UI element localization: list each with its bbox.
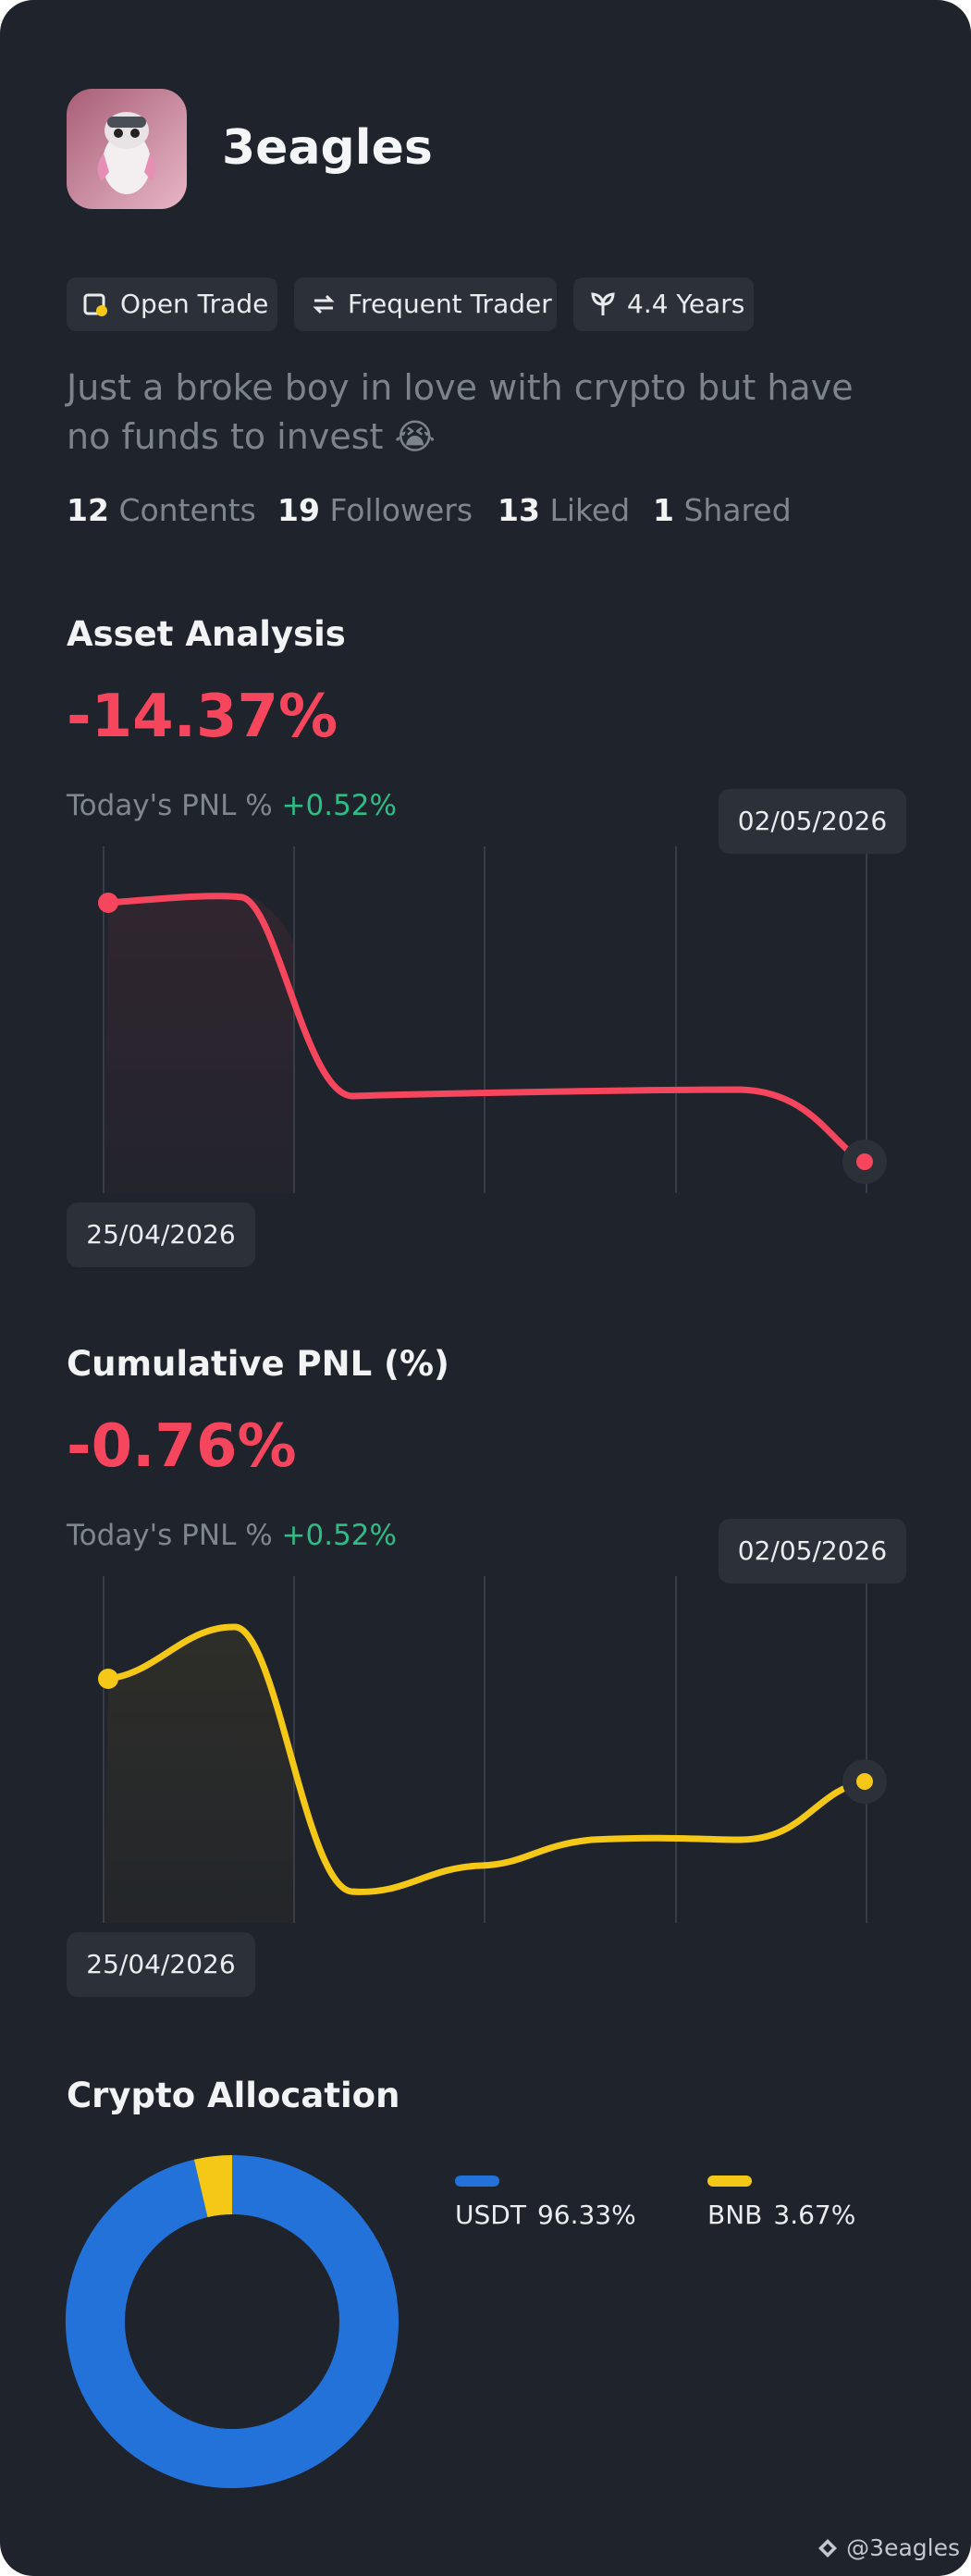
tag[interactable]: Open Trade — [67, 277, 277, 331]
area — [104, 894, 294, 1193]
donut-segment — [193, 2155, 233, 2218]
line-chart — [98, 1576, 887, 1923]
stat-label: Contents — [118, 492, 256, 528]
tag[interactable]: Frequent Trader — [294, 277, 557, 331]
stat-label: Followers — [329, 492, 473, 528]
footer: @3eagles — [817, 2534, 960, 2561]
section-title: Cumulative PNL (%) — [67, 1344, 449, 1384]
today-pnl: Today's PNL % +0.52% — [67, 789, 397, 822]
tag-label: Open Trade — [120, 289, 269, 319]
today-value: +0.52% — [281, 1519, 397, 1552]
stat[interactable]: 1 Shared — [653, 492, 792, 528]
tag-label: 4.4 Years — [627, 289, 745, 319]
stat-label: Shared — [683, 492, 792, 528]
headline-value: -0.76% — [67, 1412, 297, 1481]
line — [104, 1623, 868, 1895]
stat-value: 12 — [67, 492, 109, 528]
start-dot — [98, 893, 118, 913]
headline-value: -14.37% — [67, 683, 338, 751]
stat-value: 1 — [653, 492, 674, 528]
donut-chart: USDT 96.33% BNB 3.67% — [66, 2155, 855, 2488]
section-title: Asset Analysis — [67, 614, 346, 654]
footer-handle: @3eagles — [846, 2534, 960, 2561]
area — [104, 1627, 294, 1923]
end-dot — [856, 1153, 873, 1170]
today-pnl: Today's PNL % +0.52% — [67, 1519, 397, 1552]
today-label: Today's PNL % — [67, 1519, 273, 1552]
line-chart — [98, 846, 887, 1193]
start-date: 25/04/2026 — [67, 1202, 255, 1267]
end-date: 02/05/2026 — [719, 1519, 906, 1584]
legend-swatch — [455, 2175, 499, 2187]
tag[interactable]: 4.4 Years — [573, 277, 754, 331]
tag-icon — [83, 293, 107, 316]
today-label: Today's PNL % — [67, 789, 273, 822]
bio: Just a broke boy in love with crypto but… — [67, 367, 854, 457]
end-dot — [856, 1773, 873, 1790]
stat-value: 13 — [498, 492, 540, 528]
legend-value: 96.33% — [537, 2200, 636, 2230]
legend-label: USDT — [455, 2200, 527, 2230]
tag-icon — [591, 292, 615, 315]
line — [104, 893, 868, 1165]
stat[interactable]: 12 Contents — [67, 492, 256, 528]
legend-label: BNB — [707, 2200, 762, 2230]
donut-segment — [66, 2155, 399, 2488]
logo — [818, 2539, 838, 2558]
start-dot — [98, 1669, 118, 1689]
stat-label: Liked — [549, 492, 631, 528]
legend-value: 3.67% — [773, 2200, 855, 2230]
section-title: Crypto Allocation — [67, 2076, 400, 2115]
avatar[interactable] — [67, 89, 187, 209]
tag-label: Frequent Trader — [348, 289, 552, 319]
tag-icon — [313, 294, 335, 314]
end-date: 02/05/2026 — [719, 789, 906, 854]
start-date: 25/04/2026 — [67, 1932, 255, 1997]
stat[interactable]: 19 Followers — [277, 492, 473, 528]
legend-swatch — [707, 2175, 752, 2187]
stat-value: 19 — [277, 492, 320, 528]
stat[interactable]: 13 Liked — [498, 492, 630, 528]
username: 3eagles — [222, 120, 433, 176]
today-value: +0.52% — [281, 789, 397, 822]
